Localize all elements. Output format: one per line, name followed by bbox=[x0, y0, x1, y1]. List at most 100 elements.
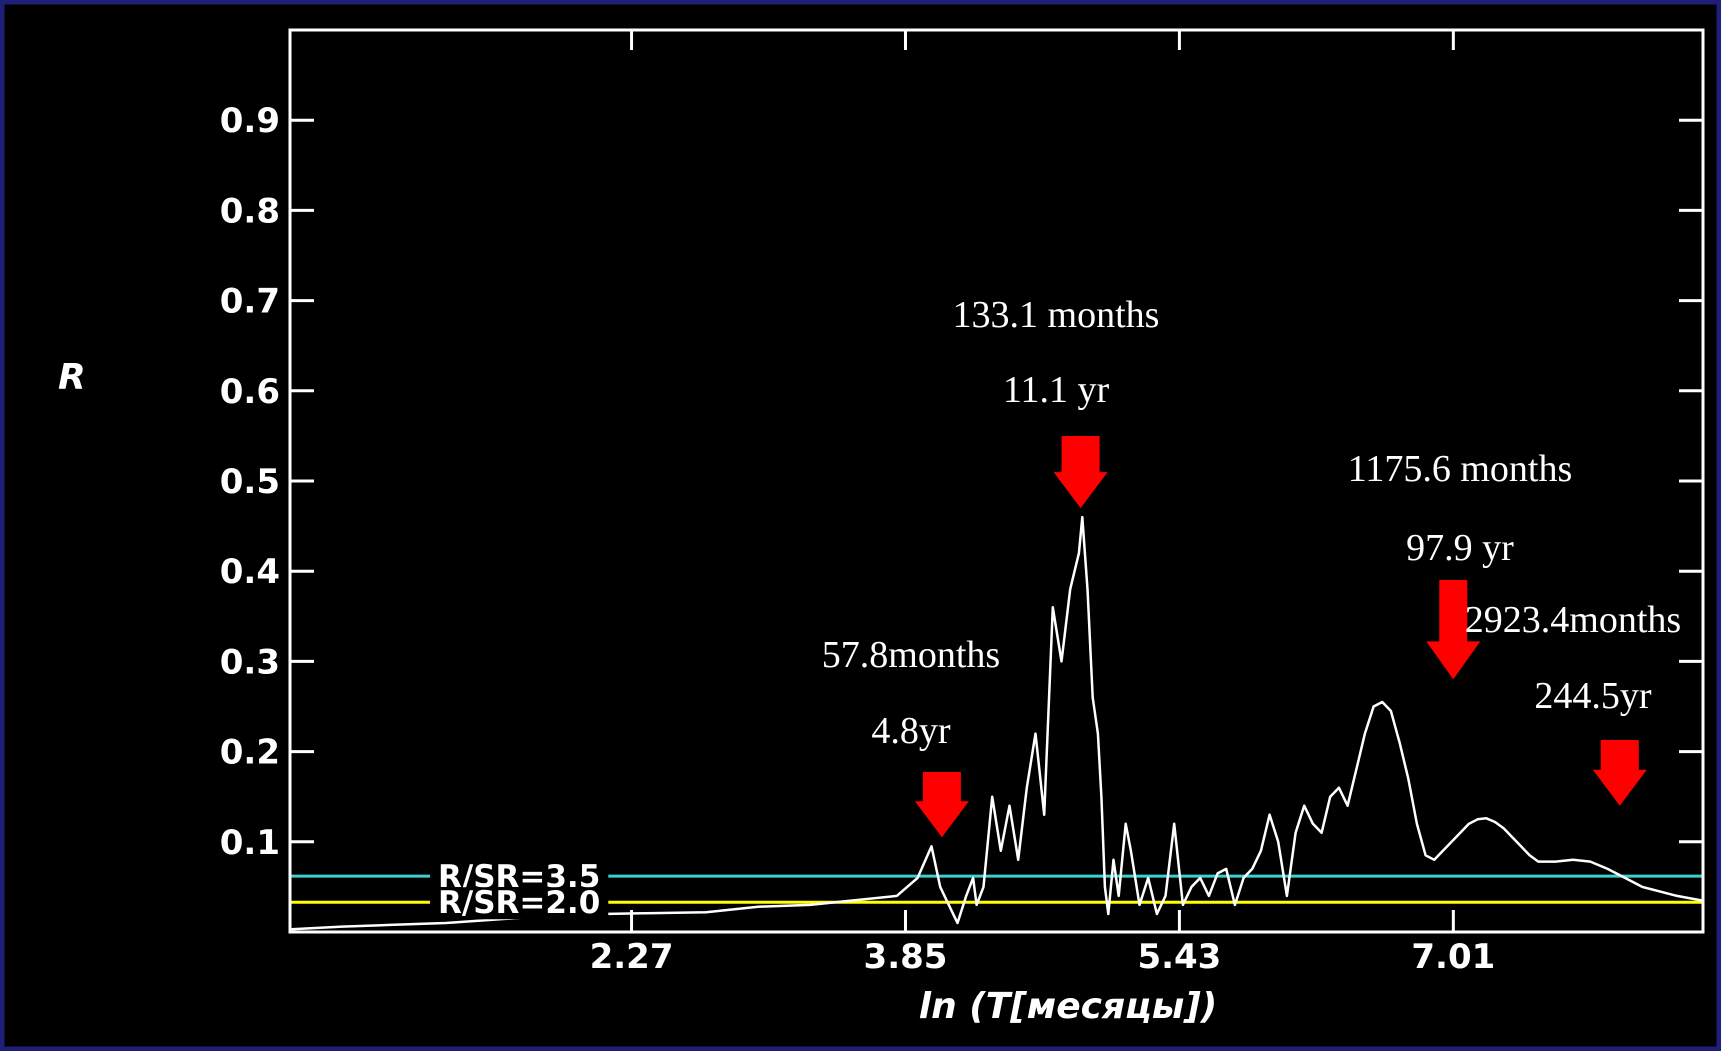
y-tick-label: 0.8 bbox=[220, 191, 280, 231]
data-point bbox=[1442, 849, 1444, 852]
data-point bbox=[982, 886, 985, 888]
data-point bbox=[1117, 895, 1120, 897]
axis-ticks bbox=[290, 30, 1703, 932]
data-point bbox=[975, 904, 978, 906]
data-point bbox=[1251, 867, 1254, 870]
data-point bbox=[1077, 552, 1080, 555]
data-point bbox=[1433, 858, 1436, 861]
data-point bbox=[1537, 860, 1540, 863]
data-point bbox=[1372, 705, 1375, 708]
threshold-label-bg bbox=[430, 887, 609, 920]
data-point bbox=[1407, 777, 1410, 780]
data-point bbox=[956, 922, 959, 924]
data-point bbox=[1103, 886, 1106, 888]
x-tick-label: 2.27 bbox=[590, 937, 674, 977]
data-point bbox=[1320, 831, 1323, 834]
data-point bbox=[1051, 606, 1054, 609]
annotation-label: 57.8months bbox=[822, 634, 1000, 676]
data-point bbox=[1338, 786, 1340, 789]
y-tick-label: 0.1 bbox=[220, 823, 280, 863]
data-point bbox=[947, 904, 950, 906]
data-point bbox=[1100, 795, 1103, 798]
data-point bbox=[1112, 858, 1115, 861]
data-point bbox=[1502, 827, 1505, 830]
data-point bbox=[1286, 895, 1288, 897]
data-point bbox=[809, 904, 812, 906]
data-point bbox=[1294, 831, 1297, 834]
y-tick-label: 0.6 bbox=[220, 372, 280, 412]
annotation-arrow bbox=[1053, 436, 1108, 509]
data-point bbox=[1450, 840, 1453, 843]
data-point bbox=[1416, 822, 1418, 825]
data-point bbox=[393, 923, 395, 926]
annotation-label: 11.1 yr bbox=[1003, 369, 1110, 411]
data-point bbox=[1459, 831, 1462, 834]
data-point bbox=[1259, 849, 1262, 852]
data-point bbox=[1086, 588, 1089, 591]
annotation-label: 1175.6 months bbox=[1348, 448, 1573, 490]
data-point bbox=[965, 895, 968, 897]
data-point bbox=[1225, 867, 1228, 870]
data-point bbox=[1017, 858, 1020, 861]
data-point bbox=[895, 895, 898, 897]
data-point bbox=[972, 876, 974, 879]
y-axis-title: R bbox=[58, 357, 86, 398]
annotation-arrow bbox=[914, 772, 969, 838]
data-point bbox=[1485, 817, 1488, 820]
data-point bbox=[1641, 886, 1644, 888]
data-point bbox=[1312, 822, 1314, 825]
data-point bbox=[991, 795, 994, 798]
data-point bbox=[939, 886, 942, 888]
annotation-label: 133.1 months bbox=[953, 294, 1160, 336]
annotation-label: 4.8yr bbox=[871, 710, 951, 752]
annotation-label: 2923.4months bbox=[1465, 599, 1681, 641]
data-point bbox=[341, 925, 343, 928]
data-point bbox=[1190, 886, 1193, 888]
data-point bbox=[1268, 813, 1271, 816]
y-tick-label: 0.2 bbox=[220, 733, 280, 773]
y-tick-label: 0.7 bbox=[220, 282, 280, 322]
data-point bbox=[1216, 872, 1219, 875]
data-point bbox=[1043, 813, 1046, 816]
data-point bbox=[1107, 913, 1110, 915]
data-point bbox=[1355, 768, 1358, 771]
x-tick-label: 7.01 bbox=[1411, 937, 1495, 977]
x-tick-label: 3.85 bbox=[864, 937, 948, 977]
data-point bbox=[1155, 913, 1158, 915]
data-point bbox=[1097, 732, 1099, 735]
data-point bbox=[999, 849, 1002, 852]
data-point bbox=[1398, 741, 1401, 744]
data-point bbox=[1364, 732, 1366, 735]
data-point bbox=[1008, 804, 1011, 807]
y-tick-label: 0.3 bbox=[220, 642, 280, 682]
data-point bbox=[1424, 854, 1427, 857]
data-point bbox=[1528, 854, 1531, 857]
data-point bbox=[1147, 876, 1150, 879]
data-point bbox=[1303, 804, 1306, 807]
data-point bbox=[1572, 858, 1574, 861]
data-point bbox=[1346, 804, 1349, 807]
data-point bbox=[930, 845, 933, 848]
data-point bbox=[1676, 895, 1678, 897]
data-point bbox=[1207, 895, 1210, 897]
threshold-labels: R/SR=3.5R/SR=2.0 bbox=[430, 859, 609, 921]
data-point bbox=[1476, 818, 1479, 821]
data-point bbox=[1138, 904, 1141, 906]
data-point bbox=[1494, 821, 1496, 823]
data-point bbox=[1069, 588, 1072, 591]
data-point bbox=[757, 905, 760, 908]
data-point bbox=[1624, 876, 1626, 879]
threshold-label: R/SR=2.0 bbox=[438, 885, 600, 921]
data-point bbox=[1164, 895, 1167, 897]
y-tick-label: 0.9 bbox=[220, 101, 280, 141]
annotation-label: 244.5yr bbox=[1534, 675, 1652, 717]
data-point bbox=[1091, 696, 1094, 699]
series-line bbox=[291, 515, 1702, 931]
data-point bbox=[1606, 867, 1609, 870]
annotation-label: 97.9 yr bbox=[1406, 527, 1514, 569]
data-point bbox=[1124, 822, 1127, 825]
data-point bbox=[1081, 516, 1084, 518]
data-point bbox=[1060, 660, 1063, 663]
data-point bbox=[1242, 876, 1245, 879]
